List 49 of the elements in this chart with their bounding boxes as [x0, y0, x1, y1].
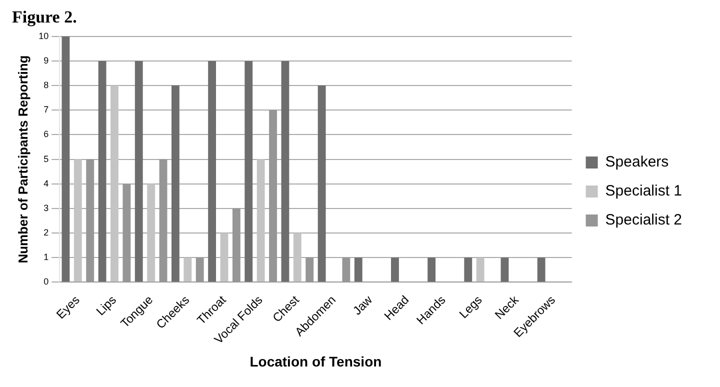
bar — [159, 159, 168, 282]
x-tick-label: Jaw — [350, 292, 376, 318]
bar — [306, 258, 314, 282]
bar — [476, 258, 484, 282]
y-tick-label: 8 — [44, 80, 49, 90]
bar — [500, 258, 509, 282]
bar — [196, 258, 204, 282]
legend-label: Specialist 1 — [605, 182, 682, 200]
y-tick-label: 6 — [44, 129, 49, 140]
bar — [62, 36, 70, 282]
chart-title: Figure 2. — [12, 8, 77, 27]
bar — [281, 60, 290, 282]
bar — [122, 184, 131, 282]
bar — [172, 86, 180, 282]
bar — [354, 258, 362, 282]
bar — [428, 258, 436, 282]
legend-label: Speakers — [605, 154, 669, 171]
y-tick-label: 1 — [44, 252, 49, 262]
bar — [74, 159, 82, 282]
bar — [147, 184, 156, 282]
y-tick-label: 3 — [44, 202, 49, 213]
x-tick-label: Lips — [93, 292, 119, 318]
bar — [232, 208, 240, 282]
y-tick-label: 9 — [44, 55, 49, 66]
y-tick-label: 10 — [38, 30, 49, 41]
bar — [244, 60, 253, 282]
y-tick-label: 4 — [44, 178, 49, 188]
bar — [98, 60, 106, 282]
bar — [342, 258, 350, 282]
bar — [391, 258, 399, 282]
y-tick-label: 7 — [44, 104, 49, 115]
y-tick-label: 5 — [44, 154, 49, 164]
x-axis-title: Location of Tension — [250, 353, 382, 370]
bar — [293, 233, 302, 282]
bar — [184, 258, 192, 282]
bar — [256, 159, 265, 282]
bar — [220, 233, 228, 282]
bar — [269, 110, 277, 282]
bar — [537, 258, 546, 282]
y-tick-label: 2 — [44, 227, 49, 238]
bar — [318, 86, 326, 282]
bar — [86, 159, 94, 282]
y-axis-title: Number of Participants Reporting — [15, 55, 30, 264]
bar — [110, 86, 118, 282]
bar — [208, 60, 216, 282]
bar — [464, 258, 472, 282]
bar — [134, 60, 143, 282]
y-tick-label: 0 — [44, 276, 49, 287]
legend-label: Specialist 2 — [605, 212, 682, 229]
